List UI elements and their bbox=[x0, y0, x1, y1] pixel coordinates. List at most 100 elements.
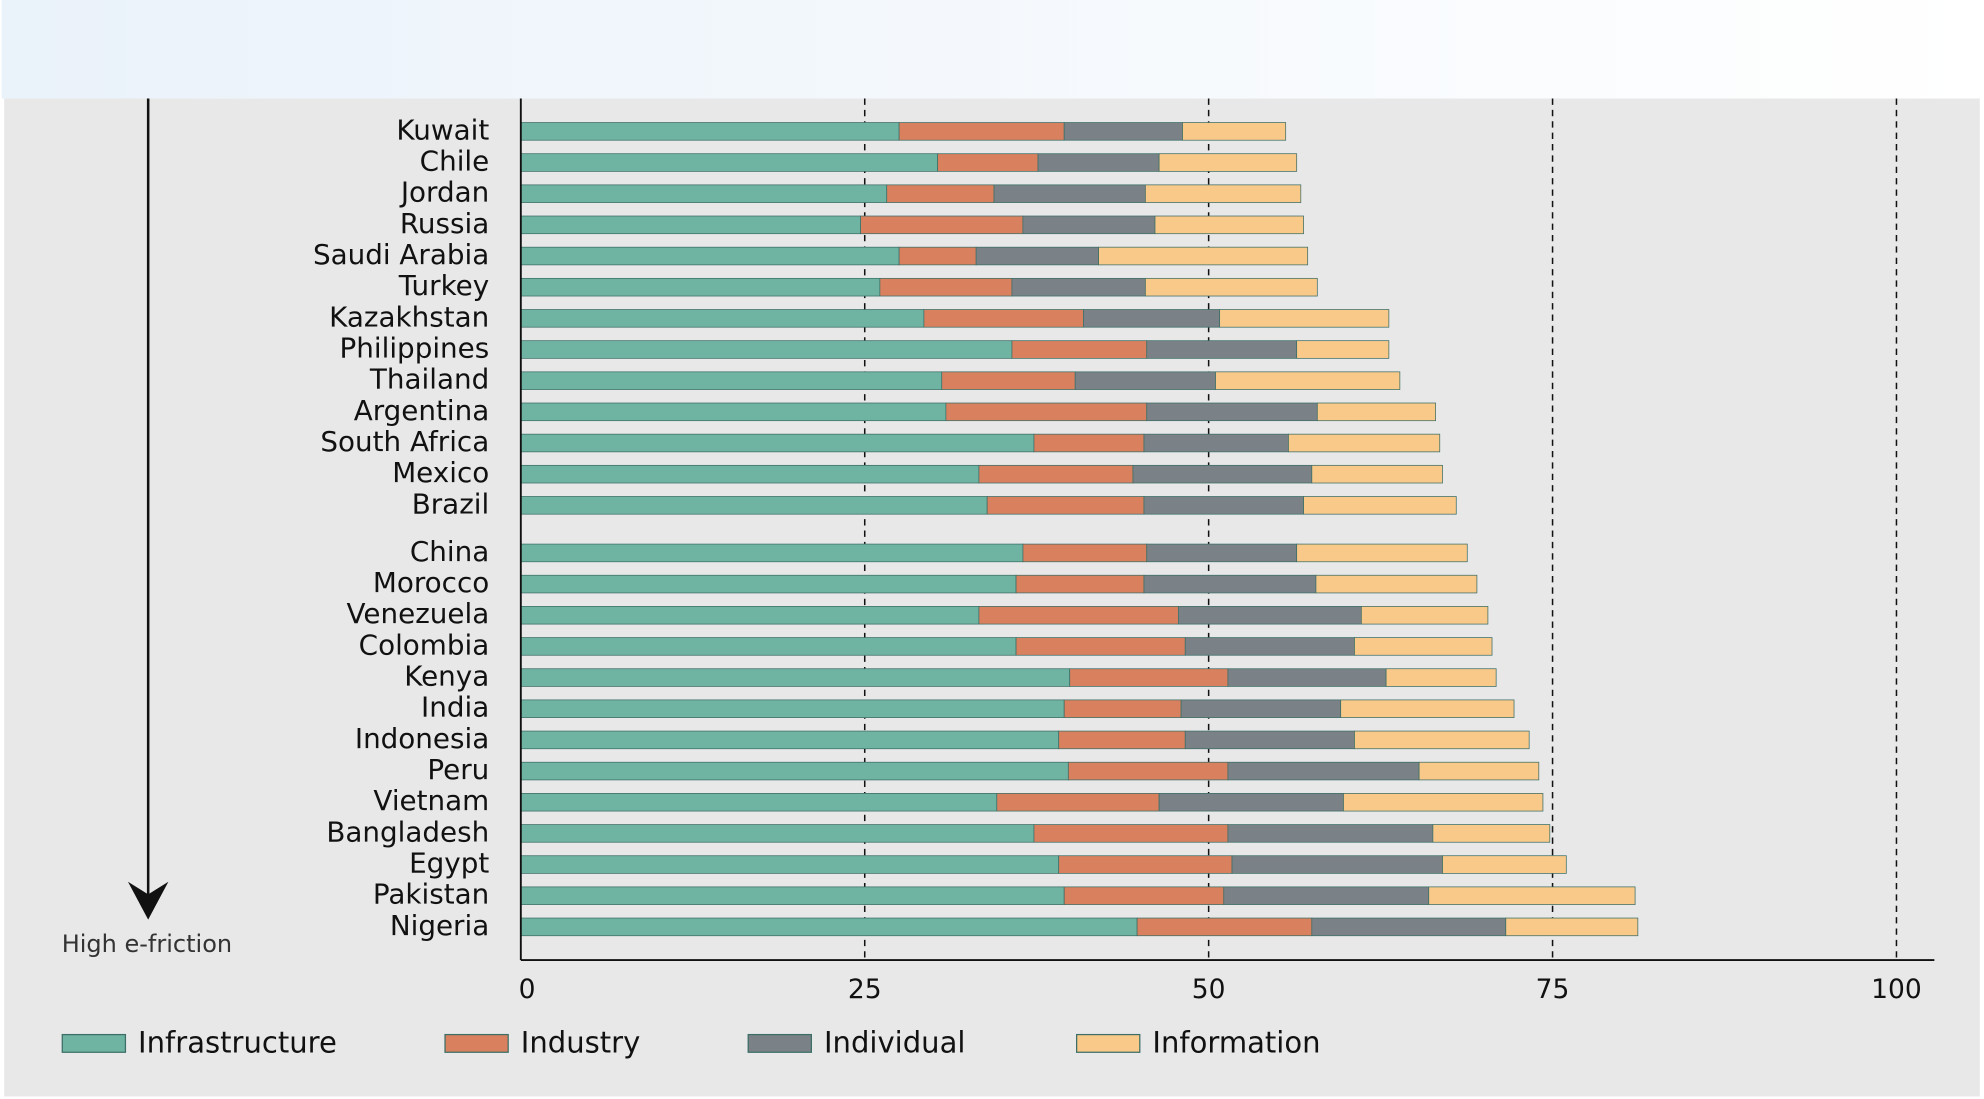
category-label: Thailand bbox=[369, 363, 489, 396]
bar-segment bbox=[1022, 543, 1148, 563]
bar-segment bbox=[1015, 637, 1186, 656]
legend-swatch bbox=[444, 1033, 509, 1053]
category-label: Saudi Arabia bbox=[313, 238, 489, 271]
bar-segment bbox=[1311, 464, 1443, 484]
bar-segment bbox=[978, 464, 1134, 484]
category-label: Nigeria bbox=[390, 909, 489, 942]
bar-segment bbox=[520, 699, 1065, 718]
bar-segment bbox=[1158, 153, 1298, 172]
bar-segment bbox=[996, 793, 1160, 812]
legend-label: Infrastructure bbox=[138, 1026, 337, 1060]
bar-segment bbox=[1316, 402, 1437, 422]
category-label: Venezuela bbox=[347, 597, 490, 630]
bar-segment bbox=[1227, 824, 1434, 843]
legend-label: Information bbox=[1152, 1026, 1320, 1060]
category-label: Colombia bbox=[359, 628, 490, 661]
bar-segment bbox=[1011, 277, 1146, 297]
category-label: Russia bbox=[400, 207, 489, 240]
bar-segment bbox=[520, 917, 1138, 937]
x-tick-label: 75 bbox=[1536, 974, 1570, 1005]
bar-segment bbox=[1022, 215, 1156, 235]
bar-segment bbox=[1098, 246, 1309, 266]
bar-segment bbox=[520, 761, 1069, 781]
bar-segment bbox=[1360, 606, 1489, 625]
bar-segment bbox=[520, 215, 861, 235]
bar-segment bbox=[1223, 886, 1430, 905]
bar-segment bbox=[1296, 543, 1468, 563]
bar-segment bbox=[520, 122, 900, 141]
bar-segment bbox=[986, 496, 1145, 515]
category-label: Bangladesh bbox=[326, 815, 489, 848]
bar-segment bbox=[1146, 340, 1298, 359]
bar-segment bbox=[520, 277, 881, 297]
category-label: Mexico bbox=[392, 456, 489, 489]
bar-segment bbox=[1184, 730, 1355, 750]
bar-segment bbox=[1315, 574, 1478, 594]
bar-segment bbox=[1311, 917, 1507, 937]
category-label: Kenya bbox=[404, 660, 489, 693]
bar-segment bbox=[520, 668, 1071, 687]
bar-segment bbox=[1143, 574, 1317, 594]
bar-segment bbox=[1343, 793, 1544, 812]
bar-segment bbox=[1158, 793, 1344, 812]
bar-segment bbox=[1063, 699, 1182, 718]
bar-segment bbox=[1385, 668, 1497, 687]
bar-segment bbox=[520, 855, 1060, 874]
bar-segment bbox=[1011, 340, 1148, 359]
bar-segment bbox=[860, 215, 1024, 235]
category-label: Morocco bbox=[373, 566, 489, 599]
bar-segment bbox=[1442, 855, 1567, 874]
bar-segment bbox=[520, 371, 943, 390]
bar-segment bbox=[520, 824, 1035, 843]
bar-segment bbox=[1074, 371, 1216, 390]
bar-segment bbox=[1067, 761, 1229, 781]
bar-segment bbox=[1015, 574, 1145, 594]
bar-segment bbox=[1303, 496, 1457, 515]
bar-segment bbox=[1177, 606, 1362, 625]
legend-label: Individual bbox=[824, 1026, 965, 1060]
bar-segment bbox=[520, 886, 1065, 905]
bar-segment bbox=[1146, 402, 1318, 422]
bar-segment bbox=[520, 574, 1017, 594]
category-label: Vietnam bbox=[373, 784, 489, 817]
category-label: Kuwait bbox=[396, 113, 489, 146]
category-label: Kazakhstan bbox=[329, 300, 489, 333]
bar-segment bbox=[1354, 730, 1530, 750]
bar-segment bbox=[1033, 433, 1145, 453]
bar-segment bbox=[1058, 855, 1233, 874]
bar-segment bbox=[886, 184, 995, 203]
header-band bbox=[1, 0, 1983, 99]
bar-segment bbox=[1227, 761, 1420, 781]
bar-segment bbox=[1215, 371, 1401, 390]
category-label: China bbox=[410, 535, 489, 568]
category-label: Indonesia bbox=[355, 722, 489, 755]
bar-segment bbox=[898, 122, 1065, 141]
bar-segment bbox=[1037, 153, 1160, 172]
bar-segment bbox=[1219, 309, 1390, 328]
bar-segment bbox=[1418, 761, 1540, 781]
bar-segment bbox=[1505, 917, 1639, 937]
bar-segment bbox=[1143, 433, 1289, 453]
bar-segment bbox=[520, 402, 947, 422]
bar-segment bbox=[1180, 699, 1342, 718]
x-tick-label: 100 bbox=[1871, 974, 1922, 1005]
x-tick-label: 0 bbox=[519, 974, 536, 1005]
bar-segment bbox=[1288, 433, 1441, 453]
bar-segment bbox=[520, 730, 1060, 750]
bar-segment bbox=[898, 246, 977, 266]
bar-segment bbox=[520, 309, 925, 328]
bar-segment bbox=[1132, 464, 1313, 484]
bar-segment bbox=[520, 496, 988, 515]
bar-segment bbox=[1340, 699, 1515, 718]
bar-segment bbox=[1146, 543, 1298, 563]
bar-segment bbox=[1144, 184, 1302, 203]
bar-segment bbox=[520, 637, 1017, 656]
bar-segment bbox=[937, 153, 1039, 172]
category-label: Brazil bbox=[412, 487, 490, 520]
category-label: Pakistan bbox=[373, 878, 489, 911]
bar-segment bbox=[1083, 309, 1221, 328]
bar-segment bbox=[1432, 824, 1551, 843]
category-label: Chile bbox=[420, 145, 490, 178]
bar-segment bbox=[1184, 637, 1355, 656]
